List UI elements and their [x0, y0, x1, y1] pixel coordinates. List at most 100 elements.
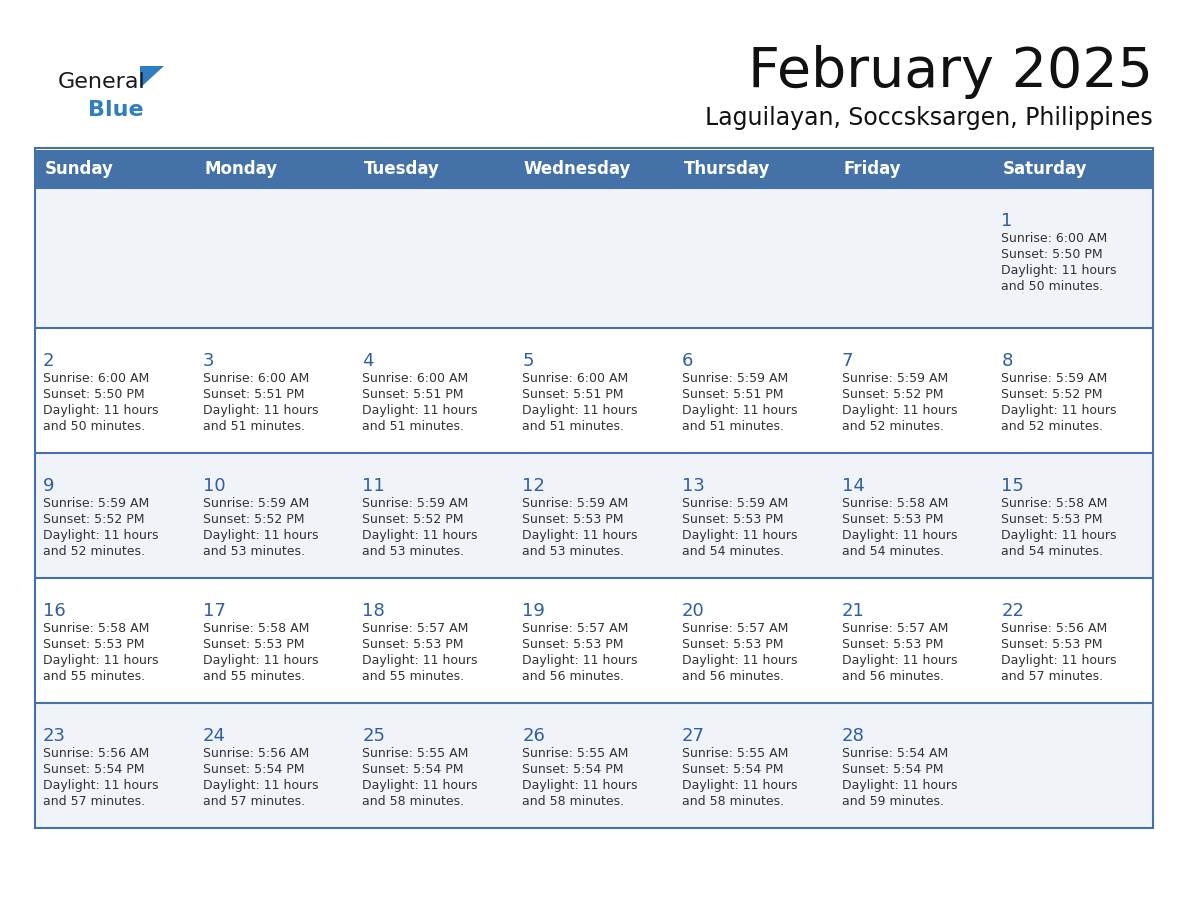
Text: Sunset: 5:52 PM: Sunset: 5:52 PM	[1001, 388, 1102, 401]
Text: Sunrise: 6:00 AM: Sunrise: 6:00 AM	[523, 372, 628, 385]
Text: Daylight: 11 hours: Daylight: 11 hours	[523, 404, 638, 417]
Text: Sunset: 5:51 PM: Sunset: 5:51 PM	[682, 388, 783, 401]
Text: 3: 3	[203, 352, 214, 370]
Text: Sunset: 5:54 PM: Sunset: 5:54 PM	[203, 763, 304, 776]
Text: 14: 14	[841, 477, 865, 495]
Text: 26: 26	[523, 727, 545, 745]
Text: Sunset: 5:52 PM: Sunset: 5:52 PM	[43, 513, 145, 526]
Text: Sunset: 5:53 PM: Sunset: 5:53 PM	[841, 513, 943, 526]
Bar	[34, 578, 1154, 703]
Text: 5: 5	[523, 352, 533, 370]
Text: Wednesday: Wednesday	[524, 160, 631, 178]
Text: Sunset: 5:52 PM: Sunset: 5:52 PM	[841, 388, 943, 401]
Text: Friday: Friday	[843, 160, 901, 178]
Text: 10: 10	[203, 477, 226, 495]
Text: Sunset: 5:53 PM: Sunset: 5:53 PM	[682, 638, 783, 651]
Text: Sunrise: 6:00 AM: Sunrise: 6:00 AM	[362, 372, 469, 385]
Text: 18: 18	[362, 602, 385, 620]
Text: and 58 minutes.: and 58 minutes.	[362, 795, 465, 808]
Text: and 54 minutes.: and 54 minutes.	[1001, 545, 1104, 558]
Text: Sunset: 5:53 PM: Sunset: 5:53 PM	[43, 638, 145, 651]
Text: Sunrise: 5:59 AM: Sunrise: 5:59 AM	[203, 497, 309, 510]
Text: Sunrise: 5:59 AM: Sunrise: 5:59 AM	[1001, 372, 1107, 385]
Text: 11: 11	[362, 477, 385, 495]
Text: and 53 minutes.: and 53 minutes.	[523, 545, 624, 558]
Text: 28: 28	[841, 727, 865, 745]
Text: 1: 1	[1001, 212, 1012, 230]
Text: Sunrise: 6:00 AM: Sunrise: 6:00 AM	[203, 372, 309, 385]
Text: and 50 minutes.: and 50 minutes.	[43, 420, 145, 433]
Text: Daylight: 11 hours: Daylight: 11 hours	[682, 779, 797, 792]
Text: Daylight: 11 hours: Daylight: 11 hours	[523, 529, 638, 542]
Text: and 58 minutes.: and 58 minutes.	[682, 795, 784, 808]
Text: Sunrise: 5:58 AM: Sunrise: 5:58 AM	[1001, 497, 1107, 510]
Text: Daylight: 11 hours: Daylight: 11 hours	[682, 529, 797, 542]
Polygon shape	[140, 66, 164, 88]
Text: Daylight: 11 hours: Daylight: 11 hours	[1001, 654, 1117, 667]
Text: Sunset: 5:52 PM: Sunset: 5:52 PM	[203, 513, 304, 526]
Text: and 56 minutes.: and 56 minutes.	[682, 670, 784, 683]
Text: Sunrise: 5:57 AM: Sunrise: 5:57 AM	[841, 622, 948, 635]
Text: 20: 20	[682, 602, 704, 620]
Text: Sunset: 5:54 PM: Sunset: 5:54 PM	[523, 763, 624, 776]
Text: Daylight: 11 hours: Daylight: 11 hours	[203, 779, 318, 792]
Text: Sunrise: 5:55 AM: Sunrise: 5:55 AM	[523, 747, 628, 760]
Text: Daylight: 11 hours: Daylight: 11 hours	[362, 779, 478, 792]
Text: Sunrise: 5:59 AM: Sunrise: 5:59 AM	[682, 497, 788, 510]
Text: Sunset: 5:53 PM: Sunset: 5:53 PM	[1001, 513, 1102, 526]
Text: 7: 7	[841, 352, 853, 370]
Text: Sunset: 5:54 PM: Sunset: 5:54 PM	[682, 763, 783, 776]
Text: Sunrise: 5:59 AM: Sunrise: 5:59 AM	[43, 497, 150, 510]
Text: Sunset: 5:54 PM: Sunset: 5:54 PM	[43, 763, 145, 776]
Text: Sunday: Sunday	[45, 160, 114, 178]
Text: 15: 15	[1001, 477, 1024, 495]
Text: Daylight: 11 hours: Daylight: 11 hours	[841, 529, 958, 542]
Text: 6: 6	[682, 352, 694, 370]
Text: Daylight: 11 hours: Daylight: 11 hours	[841, 779, 958, 792]
Text: Sunset: 5:53 PM: Sunset: 5:53 PM	[203, 638, 304, 651]
Text: and 52 minutes.: and 52 minutes.	[43, 545, 145, 558]
Text: Thursday: Thursday	[683, 160, 770, 178]
Text: 17: 17	[203, 602, 226, 620]
Text: Sunrise: 5:57 AM: Sunrise: 5:57 AM	[682, 622, 788, 635]
Bar	[34, 453, 1154, 578]
Text: 19: 19	[523, 602, 545, 620]
Bar	[674, 150, 834, 188]
Bar	[834, 150, 993, 188]
Text: and 54 minutes.: and 54 minutes.	[841, 545, 943, 558]
Text: 16: 16	[43, 602, 65, 620]
Text: 12: 12	[523, 477, 545, 495]
Text: 27: 27	[682, 727, 704, 745]
Text: and 56 minutes.: and 56 minutes.	[841, 670, 943, 683]
Text: and 55 minutes.: and 55 minutes.	[203, 670, 305, 683]
Text: and 54 minutes.: and 54 minutes.	[682, 545, 784, 558]
Text: 23: 23	[43, 727, 67, 745]
Text: 22: 22	[1001, 602, 1024, 620]
Bar	[34, 150, 195, 188]
Text: and 52 minutes.: and 52 minutes.	[1001, 420, 1104, 433]
Text: and 57 minutes.: and 57 minutes.	[1001, 670, 1104, 683]
Text: and 53 minutes.: and 53 minutes.	[203, 545, 304, 558]
Text: Sunset: 5:51 PM: Sunset: 5:51 PM	[362, 388, 465, 401]
Text: and 55 minutes.: and 55 minutes.	[362, 670, 465, 683]
Text: 21: 21	[841, 602, 865, 620]
Text: and 59 minutes.: and 59 minutes.	[841, 795, 943, 808]
Text: Sunrise: 5:58 AM: Sunrise: 5:58 AM	[841, 497, 948, 510]
Text: and 57 minutes.: and 57 minutes.	[203, 795, 305, 808]
Text: Sunset: 5:50 PM: Sunset: 5:50 PM	[43, 388, 145, 401]
Text: and 51 minutes.: and 51 minutes.	[203, 420, 304, 433]
Text: Sunrise: 5:56 AM: Sunrise: 5:56 AM	[1001, 622, 1107, 635]
Bar	[993, 150, 1154, 188]
Text: Sunrise: 6:00 AM: Sunrise: 6:00 AM	[1001, 232, 1107, 245]
Text: Sunrise: 5:59 AM: Sunrise: 5:59 AM	[523, 497, 628, 510]
Text: Daylight: 11 hours: Daylight: 11 hours	[841, 654, 958, 667]
Text: Daylight: 11 hours: Daylight: 11 hours	[203, 529, 318, 542]
Text: Sunset: 5:53 PM: Sunset: 5:53 PM	[523, 513, 624, 526]
Text: Sunset: 5:54 PM: Sunset: 5:54 PM	[841, 763, 943, 776]
Text: and 50 minutes.: and 50 minutes.	[1001, 280, 1104, 293]
Text: 25: 25	[362, 727, 385, 745]
Bar	[514, 150, 674, 188]
Text: and 57 minutes.: and 57 minutes.	[43, 795, 145, 808]
Text: Daylight: 11 hours: Daylight: 11 hours	[523, 654, 638, 667]
Text: and 58 minutes.: and 58 minutes.	[523, 795, 624, 808]
